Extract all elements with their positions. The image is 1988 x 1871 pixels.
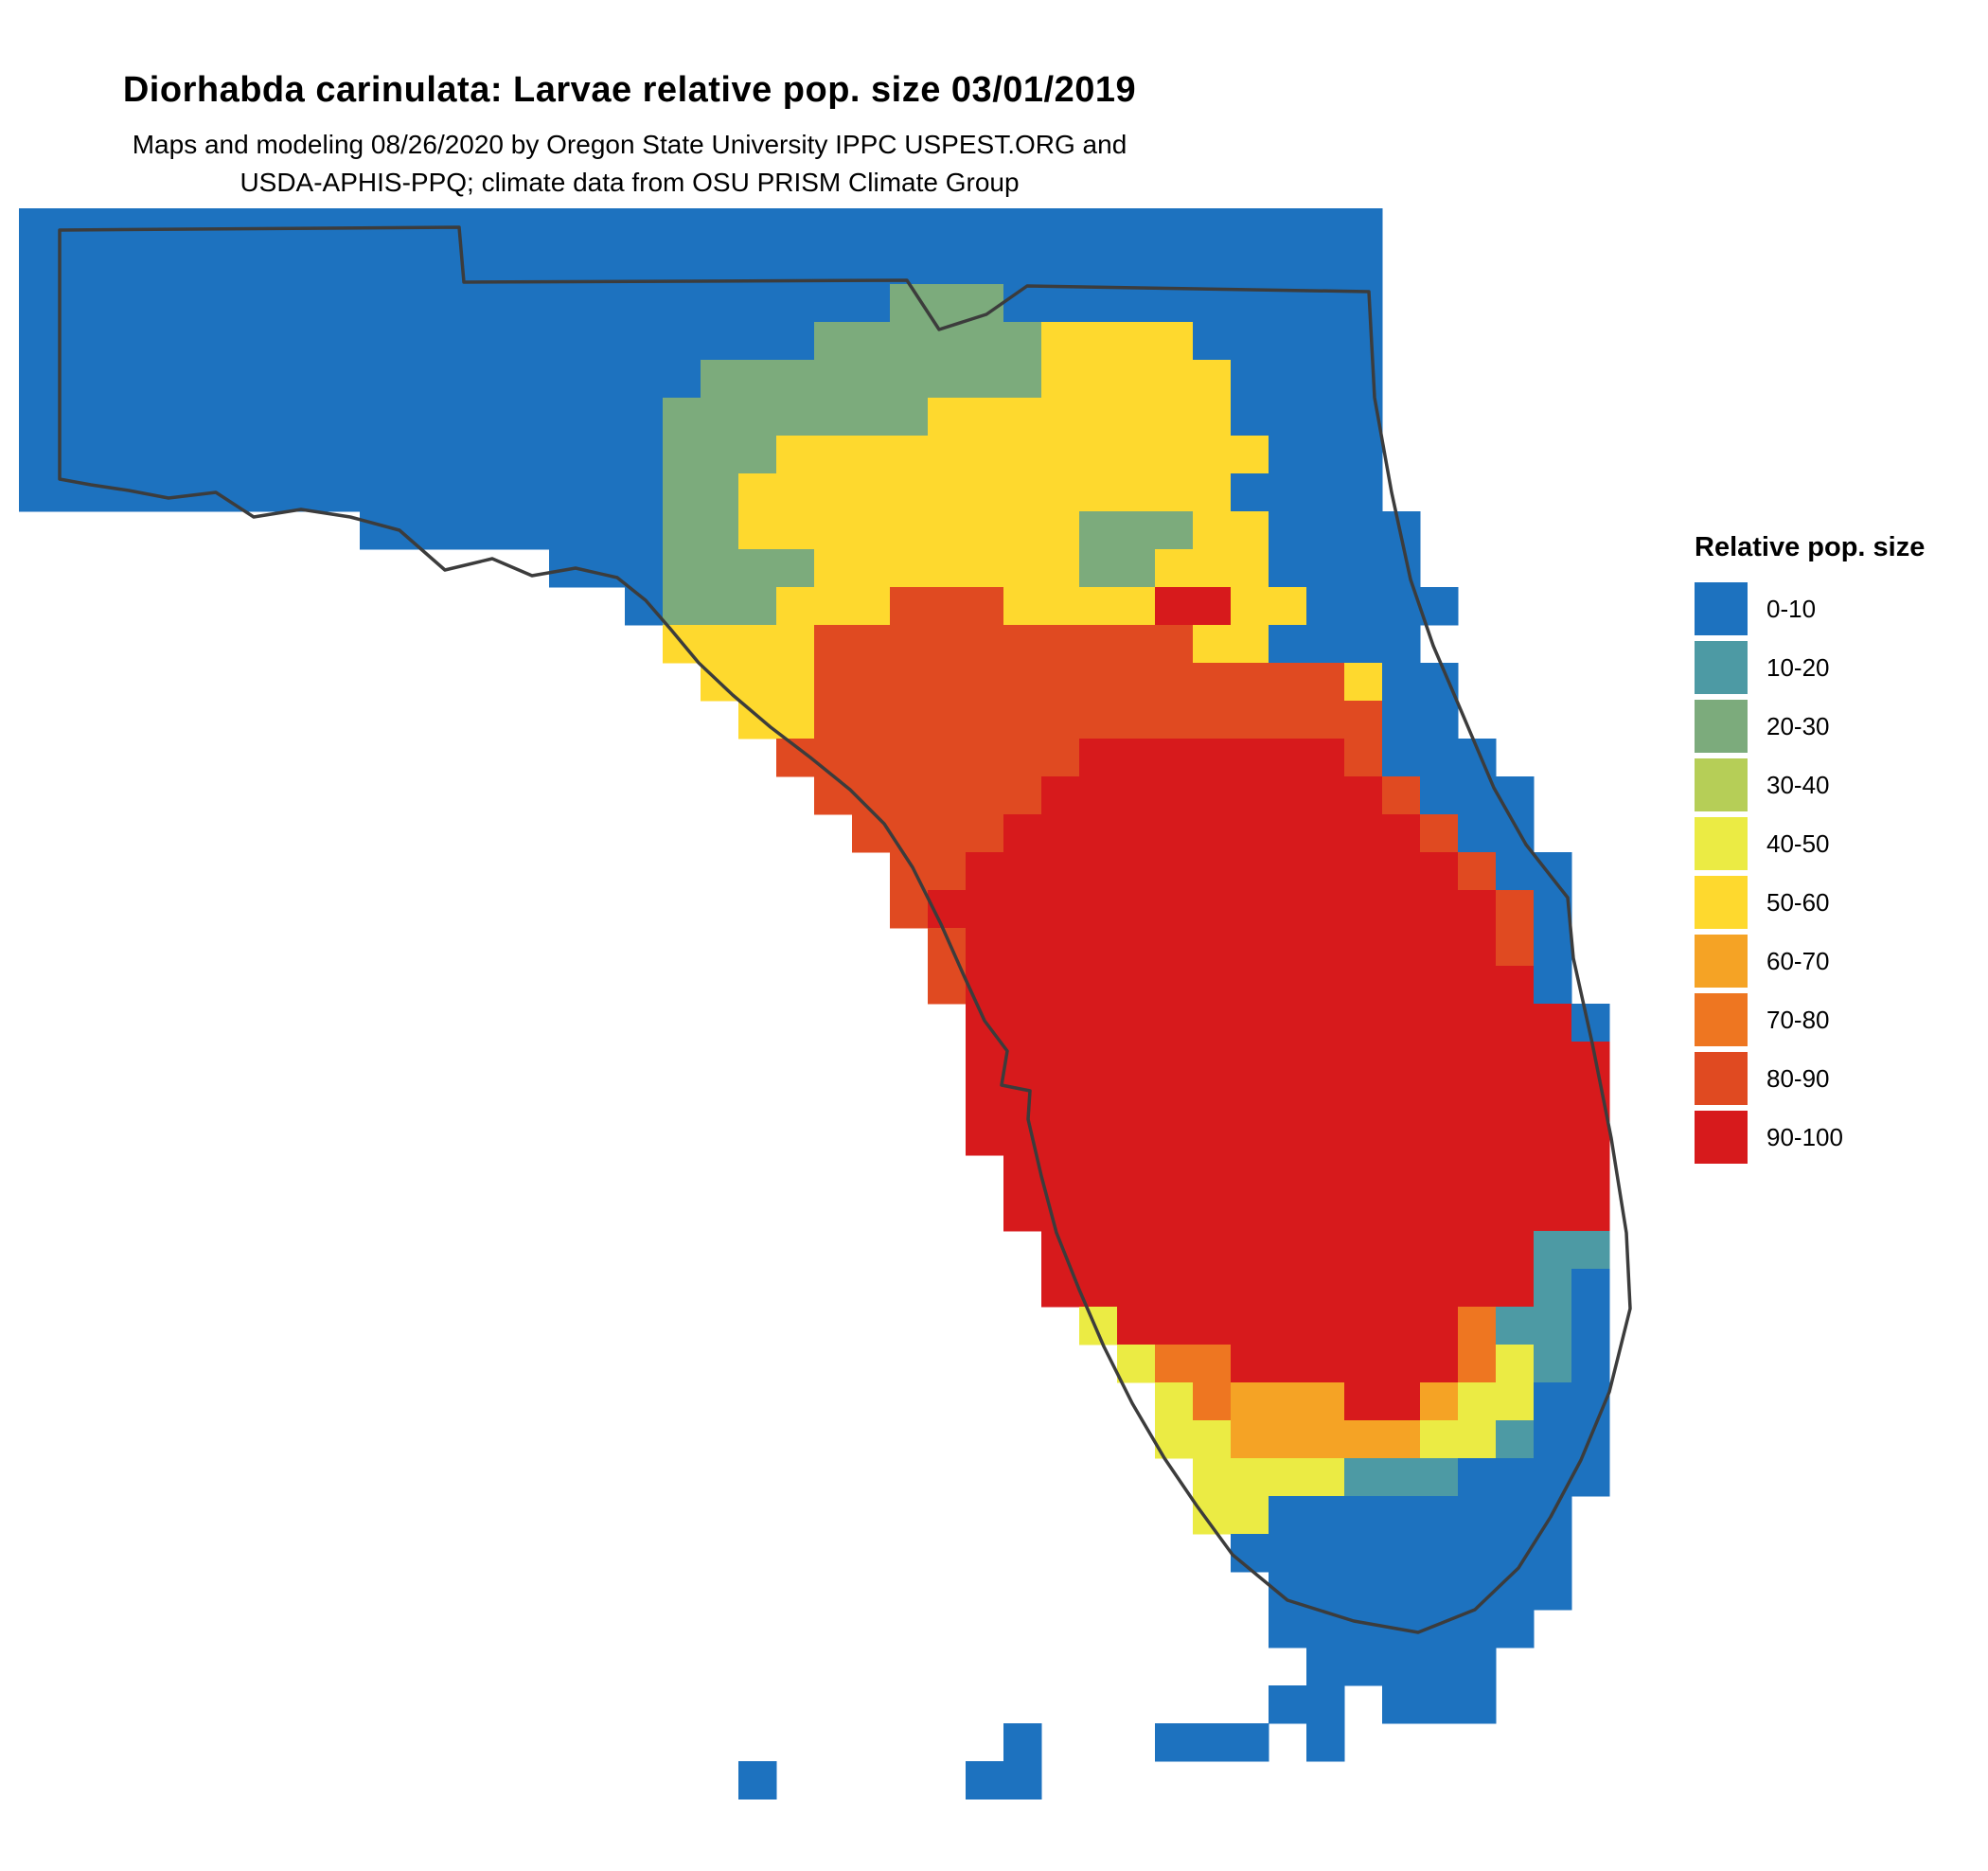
legend-swatch	[1695, 700, 1748, 753]
subtitle-line-1: Maps and modeling 08/26/2020 by Oregon S…	[132, 130, 1127, 159]
legend-item-label: 60-70	[1766, 946, 1830, 975]
legend-item-label: 10-20	[1766, 652, 1830, 682]
legend-swatch	[1695, 1111, 1748, 1164]
legend-item: 30-40	[1695, 758, 1925, 811]
legend-swatch	[1695, 758, 1748, 811]
legend-swatch	[1695, 993, 1748, 1046]
legend-item: 20-30	[1695, 700, 1925, 753]
figure-subtitle: Maps and modeling 08/26/2020 by Oregon S…	[0, 126, 1259, 202]
raster-layer	[19, 208, 1610, 1800]
legend-item-label: 80-90	[1766, 1063, 1830, 1093]
legend-item: 10-20	[1695, 641, 1925, 694]
legend-item-label: 50-60	[1766, 887, 1830, 917]
legend-swatch	[1695, 1052, 1748, 1105]
subtitle-line-2: USDA-APHIS-PPQ; climate data from OSU PR…	[240, 168, 1020, 197]
legend-item: 90-100	[1695, 1111, 1925, 1164]
legend-items: 0-10 10-20 20-30 30-40 40-50 50-60 60-70 70-80 8…	[1695, 582, 1925, 1164]
legend-item-label: 70-80	[1766, 1005, 1830, 1034]
legend-item-label: 20-30	[1766, 711, 1830, 740]
legend-item: 70-80	[1695, 993, 1925, 1046]
figure-title: Diorhabda carinulata: Larvae relative po…	[122, 70, 1137, 110]
figure-header: Diorhabda carinulata: Larvae relative po…	[0, 70, 1259, 202]
legend-item-label: 0-10	[1766, 594, 1817, 623]
legend-item-label: 30-40	[1766, 770, 1830, 799]
legend-item-label: 40-50	[1766, 829, 1830, 858]
legend-swatch	[1695, 582, 1748, 635]
legend-item: 0-10	[1695, 582, 1925, 635]
legend-item: 50-60	[1695, 876, 1925, 929]
legend-swatch	[1695, 817, 1748, 870]
legend-swatch	[1695, 935, 1748, 988]
legend-swatch	[1695, 876, 1748, 929]
legend-swatch	[1695, 641, 1748, 694]
legend-item-label: 90-100	[1766, 1122, 1843, 1151]
legend-item: 80-90	[1695, 1052, 1925, 1105]
legend-item: 60-70	[1695, 935, 1925, 988]
legend-item: 40-50	[1695, 817, 1925, 870]
legend-title: Relative pop. size	[1695, 532, 1926, 562]
state-outline	[58, 225, 1632, 1634]
legend: Relative pop. size 0-10 10-20 20-30 30-40 40…	[1695, 532, 1925, 1169]
